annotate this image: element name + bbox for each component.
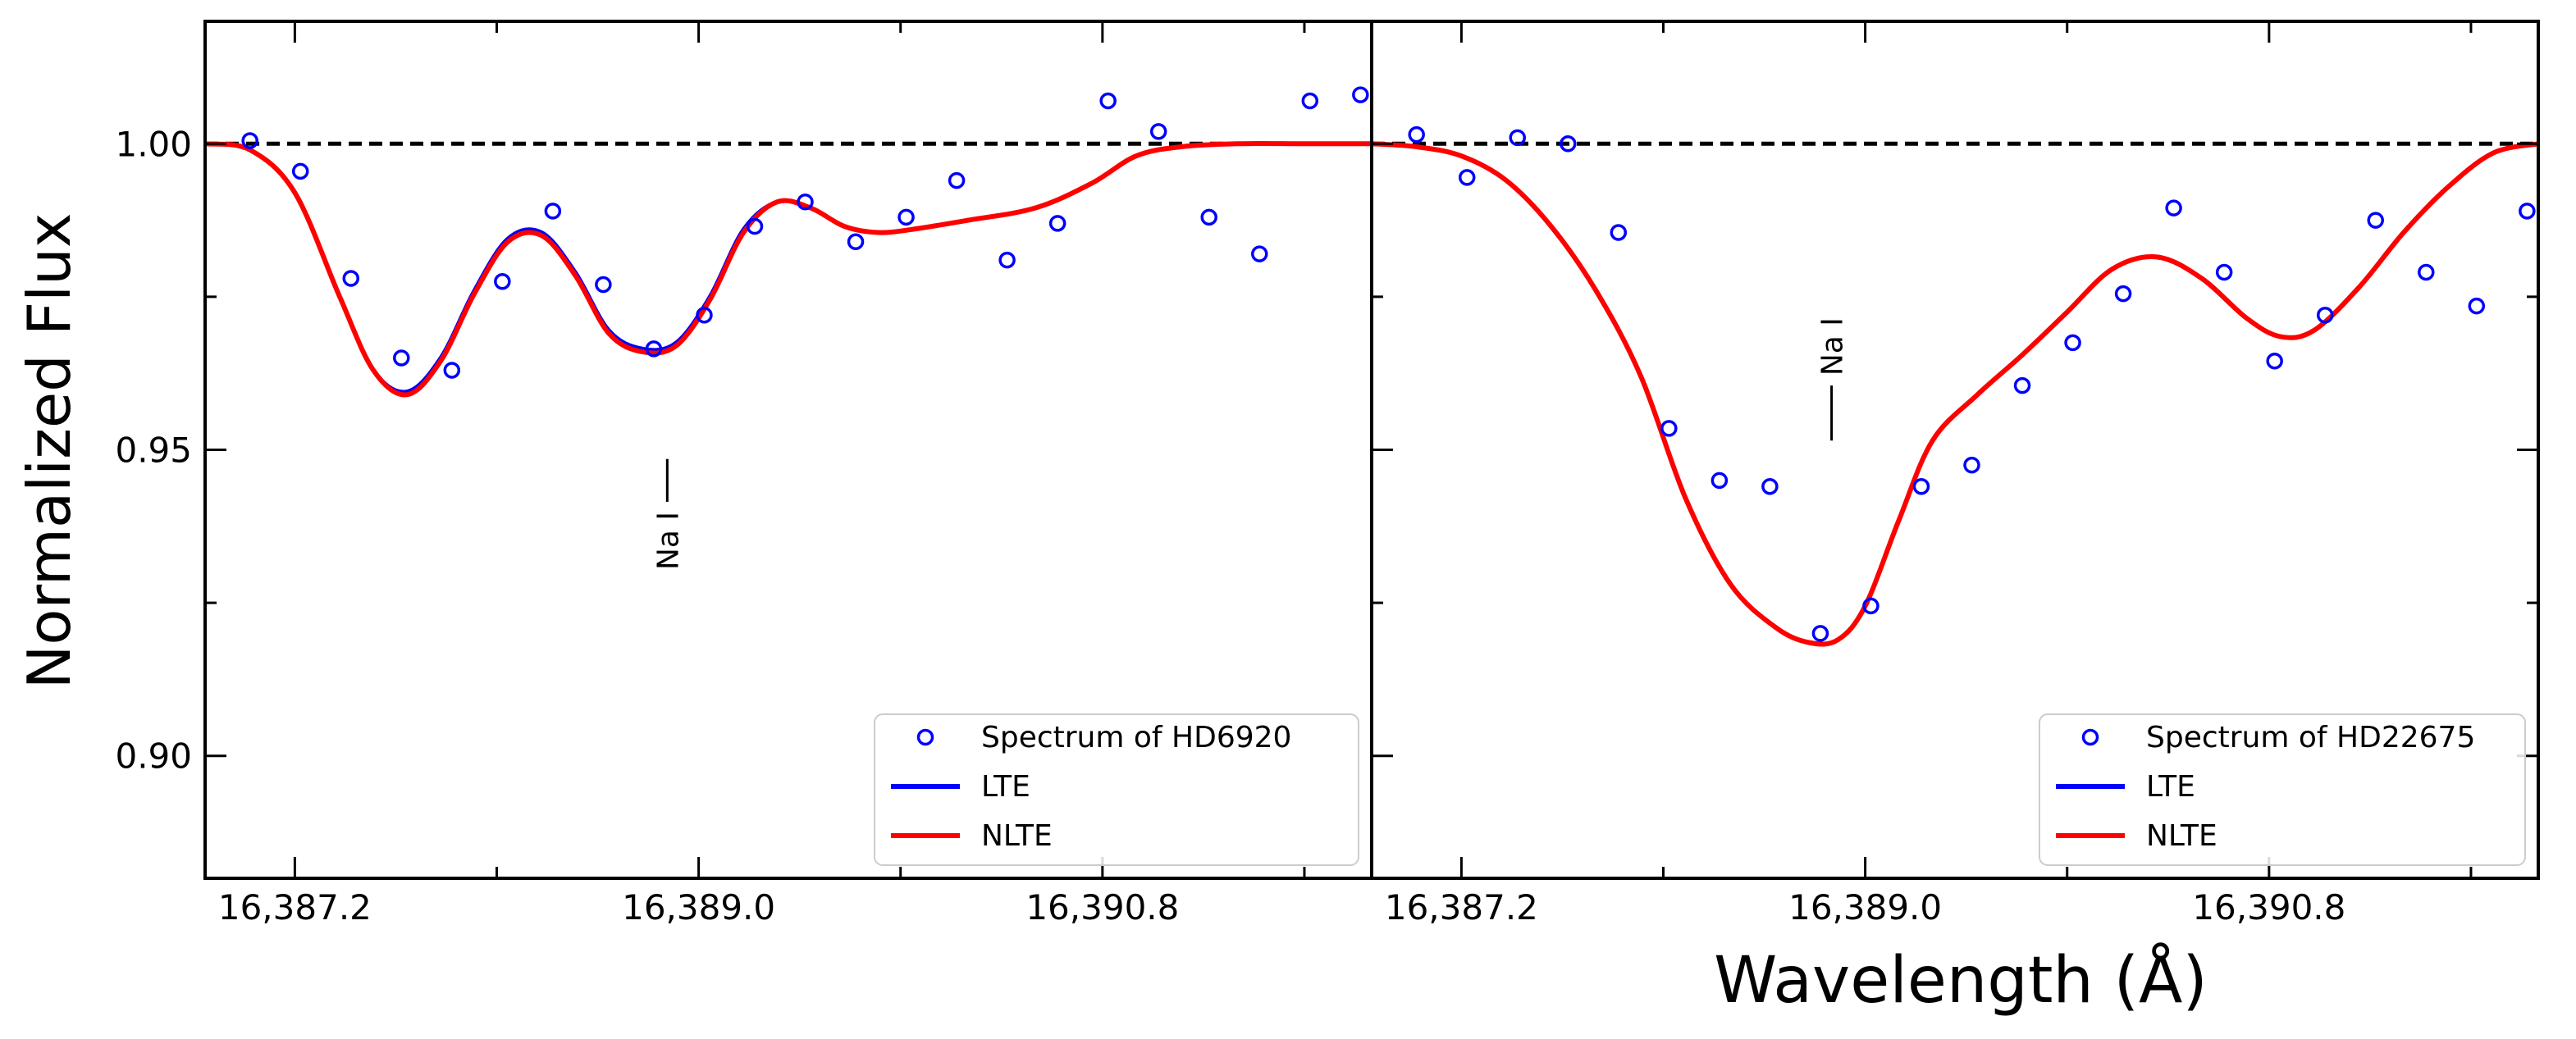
spectrum-point — [2013, 376, 2031, 394]
spectrum-point — [2266, 353, 2283, 370]
spectrum-point — [2316, 307, 2334, 324]
spectrum-point — [241, 132, 258, 149]
spectrum-point — [1811, 625, 1829, 642]
legend-label: NLTE — [981, 819, 1053, 853]
spectrum-point — [494, 272, 511, 290]
spectrum-point — [998, 251, 1016, 269]
x-tick-label: 16,389.0 — [622, 887, 775, 927]
spectrum-point — [696, 307, 713, 324]
x-tick-label: 16,389.0 — [1788, 887, 1942, 927]
y-axis-title: Normalized Flux — [15, 213, 84, 690]
left-panel: 16,387.2 16,389.0 16,390.8 0.90 0.95 1.00 Na I… — [115, 20, 1373, 927]
legend-label: Spectrum of HD6920 — [981, 721, 1291, 754]
spectrum-point — [645, 340, 663, 358]
spectrum-point — [2114, 285, 2132, 303]
plot-area — [205, 86, 1372, 398]
spectrum-point — [393, 349, 410, 367]
spectrum-point — [1912, 478, 1930, 495]
y-tick-label: 0.90 — [115, 736, 192, 777]
spectrum-point — [1761, 478, 1779, 495]
legend-marker-spectrum — [2081, 728, 2099, 746]
legend-label: NLTE — [2146, 819, 2217, 853]
na-line-label: Na I — [1816, 317, 1850, 376]
spectrum-point — [746, 217, 764, 235]
spectrum-point — [1352, 86, 1369, 103]
legend-label: Spectrum of HD22675 — [2146, 721, 2475, 754]
spectrum-point — [544, 203, 562, 220]
spectrum-point — [1099, 92, 1117, 110]
spectrum-point — [1560, 135, 1577, 153]
y-tick-label: 1.00 — [115, 124, 192, 164]
spectrum-point — [1408, 125, 1425, 144]
spectrum-point — [2468, 297, 2486, 315]
right-panel: 16,387.2 16,389.0 16,390.8 Na I Spectrum of … — [1370, 20, 2540, 927]
legend-label: LTE — [981, 770, 1030, 804]
y-tick-label: 0.95 — [115, 431, 192, 471]
spectrum-point — [2519, 203, 2536, 220]
spectrum-point — [443, 362, 461, 379]
nlte-model-line — [205, 141, 1372, 398]
spectrum-point — [1660, 420, 1678, 437]
x-tick-label: 16,390.8 — [1025, 887, 1179, 927]
spectrum-point — [797, 193, 814, 211]
spectrum-point — [1301, 92, 1319, 110]
spectrum-point — [948, 171, 966, 189]
spectrum-point — [1509, 129, 1526, 147]
spectrum-point — [1862, 597, 1879, 615]
na-line-label: Na I — [651, 512, 685, 570]
legend-frame — [2039, 713, 2526, 866]
spectrum-point — [2064, 334, 2081, 352]
spectrum-point — [1610, 224, 1628, 241]
legend: Spectrum of HD22675 LTE NLTE — [2039, 713, 2526, 866]
legend-label: LTE — [2146, 770, 2195, 804]
spectrum-point — [1149, 123, 1167, 140]
spectrum-point — [595, 276, 612, 294]
spectrum-point — [1710, 472, 1729, 490]
spectrum-point — [2418, 263, 2435, 281]
x-tick-label: 16,390.8 — [2192, 887, 2345, 927]
spectrum-point — [1458, 169, 1476, 186]
spectrum-point — [2165, 199, 2182, 216]
legend-marker-spectrum — [916, 728, 934, 746]
x-tick-label: 16,387.2 — [218, 887, 372, 927]
spectrum-point — [1200, 208, 1217, 226]
x-tick-label: 16,387.2 — [1385, 887, 1538, 927]
spectrum-point — [1251, 245, 1268, 262]
spectrum-point — [1048, 215, 1066, 232]
spectrum-point — [2215, 263, 2233, 281]
legend-frame — [874, 713, 1359, 866]
x-axis-title: Wavelength (Å) — [1714, 942, 2208, 1018]
legend: Spectrum of HD6920 LTE NLTE — [874, 713, 1359, 866]
plot-area — [1372, 125, 2538, 647]
spectrum-point — [847, 233, 865, 250]
spectrum-point — [342, 270, 359, 287]
spectrum-point — [897, 208, 915, 226]
spectrum-point — [2367, 212, 2384, 229]
spectrum-point — [291, 162, 309, 180]
spectrum-point — [1963, 456, 1980, 474]
